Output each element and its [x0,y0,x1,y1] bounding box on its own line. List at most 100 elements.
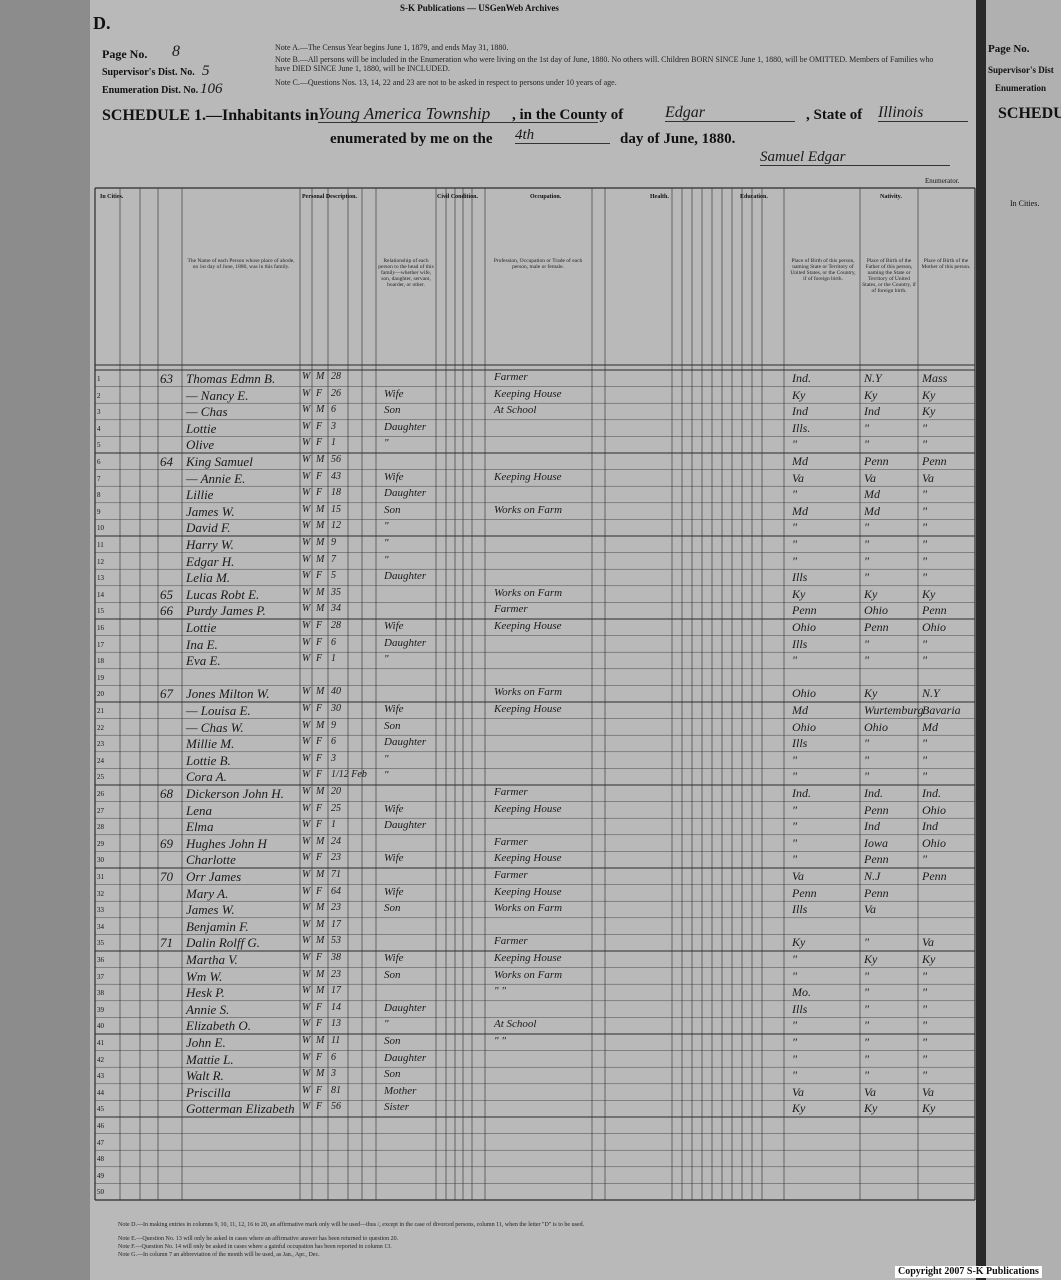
father-birthplace: " [864,769,870,784]
page-no-label: Page No. [102,47,148,61]
sex: M [316,537,325,548]
father-birthplace: Penn [864,620,889,634]
sex: M [316,719,325,731]
mother-birthplace: " [922,1068,928,1083]
sex: F [316,1051,323,1063]
left-edge [0,0,90,1280]
family-number: 66 [160,603,173,619]
mother-birthplace: Ky [922,387,936,402]
sex: M [316,985,325,997]
note-b: Note B.—All persons will be included in … [275,55,934,73]
occupation: Keeping House [494,703,562,715]
age: 9 [331,719,336,731]
note-c: Note C.—Questions Nos. 13, 14, 22 and 23… [275,78,617,87]
occupation: Keeping House [494,387,562,400]
relationship: Daughter [384,819,427,832]
line-number: 19 [97,673,104,682]
father-birthplace: " [864,653,870,668]
birthplace: Md [792,703,808,717]
color: W [302,520,311,532]
sex: F [316,852,323,864]
sex: M [316,503,325,515]
line-number: 32 [97,889,104,898]
right-schedule: SCHEDUL [998,105,1061,122]
father-birthplace: Wurtemburg [864,703,924,717]
birthplace: " [792,852,798,867]
color: W [302,1001,311,1013]
color: W [302,586,311,598]
sex: M [316,786,325,797]
age: 3 [331,420,336,432]
color: W [302,387,311,399]
relationship: Wife [384,885,404,898]
line-number: 13 [97,574,104,583]
line-number: 12 [97,557,104,566]
personal-description-header: Personal Description. [302,194,357,200]
color: W [302,1035,311,1046]
person-name: Eva E. [186,653,221,669]
person-name: Hesk P. [186,985,225,1001]
color: W [302,1018,311,1030]
birthplace: Penn [792,603,817,618]
birthplace: Ills [792,570,808,585]
father-birthplace: Va [864,902,876,917]
line-number: 43 [97,1072,104,1081]
mother-birthplace: Ohio [922,835,946,850]
age: 15 [331,503,341,515]
line-number: 41 [97,1039,104,1047]
father-birthplace: " [864,1001,870,1016]
person-name: — Chas W. [186,719,244,735]
occupation: Farmer [494,935,528,948]
birthplace: Ills [792,1001,808,1016]
line-number: 7 [97,474,101,483]
father-birthplace: Ky [864,387,878,402]
color: W [302,985,311,997]
line-number: 40 [97,1022,104,1031]
age: 43 [331,470,341,482]
father-birthplace: " [864,968,870,983]
color: W [302,918,311,930]
age: 1 [331,437,336,449]
occupation: Farmer [494,786,528,798]
sex: M [316,586,325,598]
line-number: 15 [97,607,104,616]
sex: F [316,736,323,748]
father-birthplace: Ky [864,586,878,601]
relationship: Wife [384,952,404,964]
relationship: " [384,553,389,566]
line-number: 27 [97,806,104,815]
mother-birthplace: " [922,968,928,983]
occupation: Keeping House [494,802,562,815]
father-birthplace: Va [864,470,876,485]
age: 56 [331,454,341,465]
sex: M [316,902,325,914]
age: 3 [331,1068,336,1080]
father-birthplace: " [864,553,870,568]
enumeration-label: Enumeration Dist. No. [102,85,199,96]
line-number: 36 [97,956,104,964]
birthplace: Penn [792,885,817,900]
sex: M [316,918,325,930]
person-name: Martha V. [186,952,238,967]
color: W [302,968,311,980]
birthplace: Ky [792,586,806,601]
birthplace: " [792,802,798,817]
mother-birthplace: Ohio [922,620,946,634]
person-name: John E. [186,1035,226,1050]
color: W [302,752,311,764]
sex: M [316,869,325,880]
sex: M [316,686,325,698]
line-number: 8 [97,491,101,500]
age: 18 [331,487,341,499]
family-number: 65 [160,586,173,602]
person-name: James W. [186,902,235,918]
health-header: Health. [650,194,669,200]
line-number: 18 [97,657,104,666]
relationship: Wife [384,802,404,815]
person-name: — Chas [186,404,228,420]
person-name: Cora A. [186,769,227,785]
line-number: 30 [97,856,104,865]
family-number: 67 [160,686,173,702]
color: W [302,902,311,914]
age: 23 [331,852,341,864]
